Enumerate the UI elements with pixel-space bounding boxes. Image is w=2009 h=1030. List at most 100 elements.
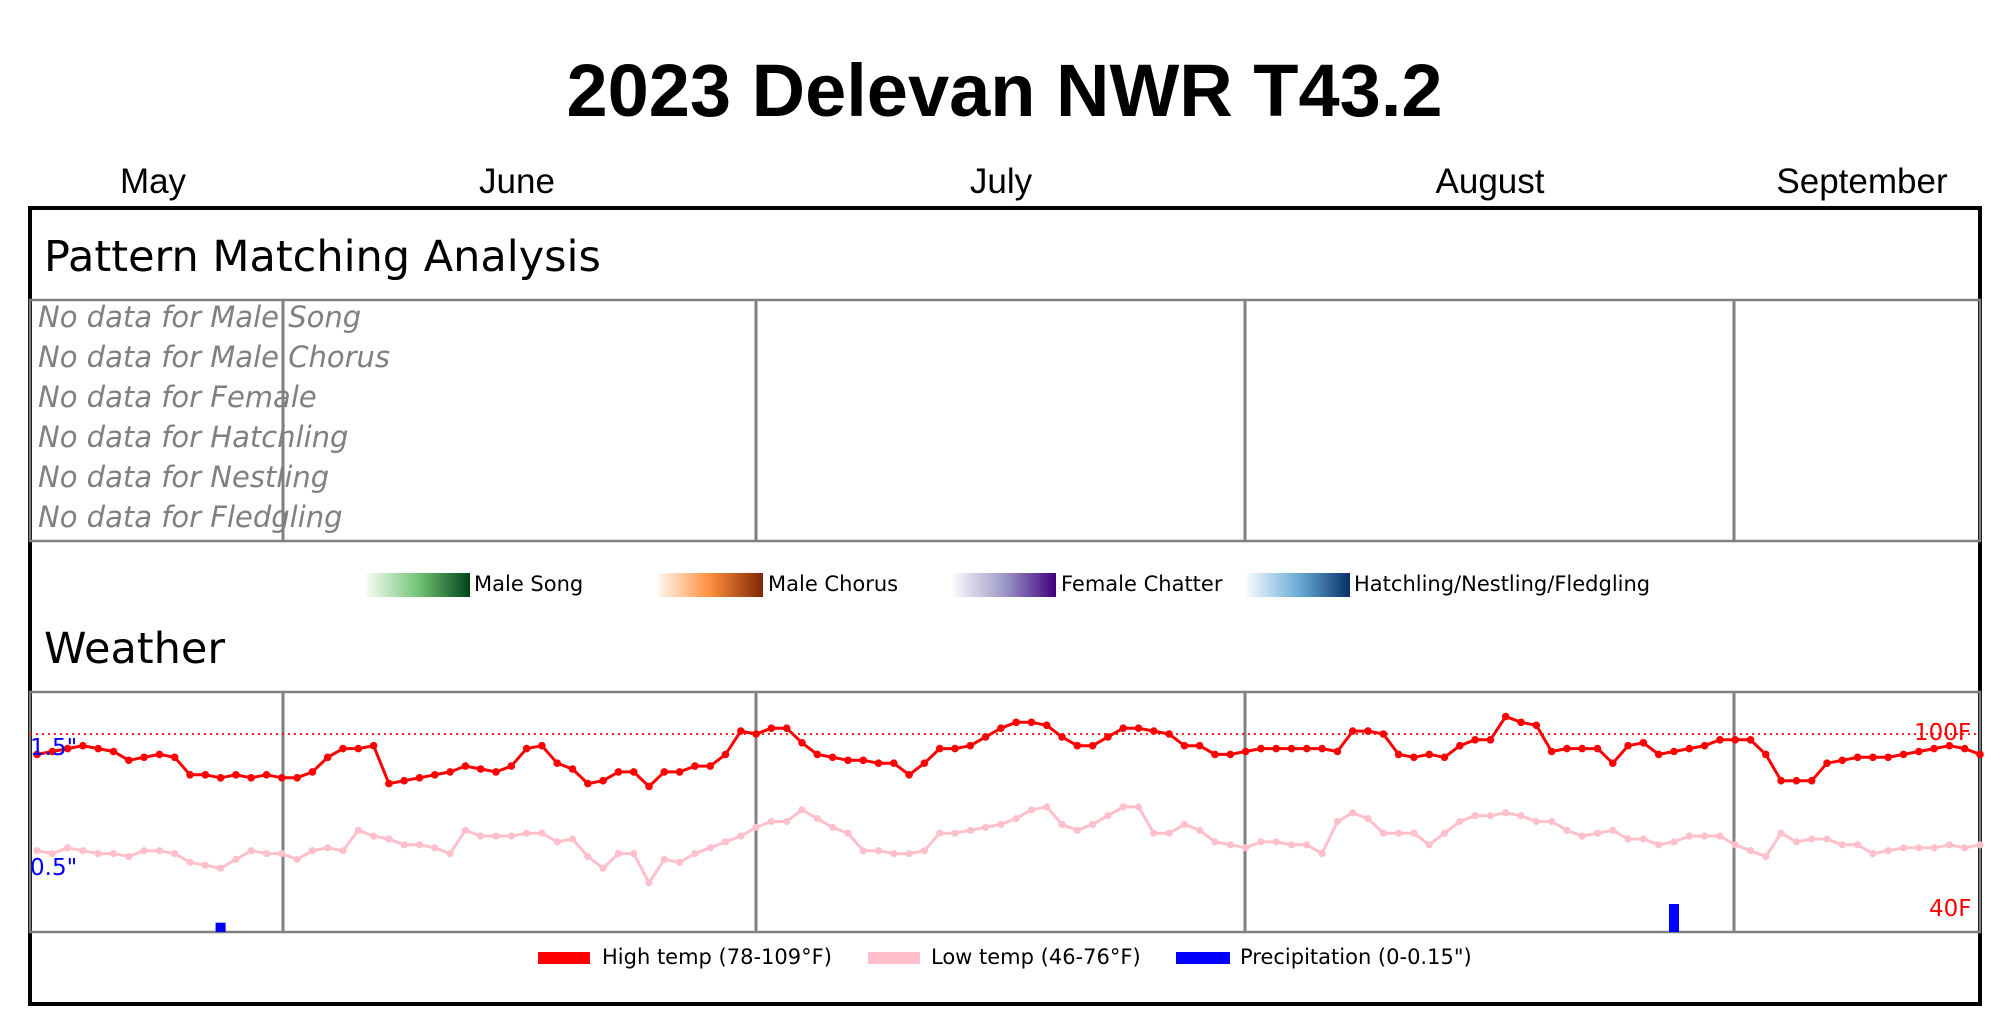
high-temp-point xyxy=(1058,733,1066,741)
low-temp-point xyxy=(920,847,929,855)
no-data-female: No data for Female xyxy=(38,380,317,414)
high-temp-point xyxy=(79,741,87,750)
high-temp-point xyxy=(1578,744,1586,753)
low-temp-point xyxy=(109,850,118,858)
low-temp-point xyxy=(1180,820,1188,829)
high-temp-point xyxy=(1150,727,1158,735)
high-temp-point xyxy=(1287,744,1296,753)
high-temp-point xyxy=(1869,753,1877,762)
high-temp-point xyxy=(1609,759,1617,767)
low-temp-point xyxy=(1043,803,1051,811)
low-temp-point xyxy=(783,817,791,826)
high-temp-point xyxy=(522,744,531,753)
low-temp-point xyxy=(232,855,240,864)
high-temp-point xyxy=(538,741,546,750)
high-temp-point xyxy=(844,756,852,765)
low-temp-point xyxy=(171,850,179,858)
low-temp-point xyxy=(278,850,286,858)
weather-section-title: Weather xyxy=(44,624,226,674)
low-temp-point xyxy=(1685,832,1693,840)
low-temp-point xyxy=(1701,832,1709,840)
high-temp-point xyxy=(1685,744,1694,753)
low-temp-point xyxy=(1838,841,1846,849)
low-temp-point xyxy=(859,847,867,855)
low-temp-point xyxy=(155,847,163,855)
high-temp-point xyxy=(905,771,913,779)
low-temp-point xyxy=(308,847,316,855)
low-temp-point xyxy=(1945,841,1953,849)
low-temp-point xyxy=(431,844,439,852)
low-temp-point xyxy=(1639,835,1647,843)
high-temp-point xyxy=(890,759,898,767)
no-data-nestling: No data for Nestling xyxy=(38,460,330,494)
low-temp-point xyxy=(1333,817,1341,826)
high-temp-point xyxy=(1257,744,1265,753)
low-temp-point xyxy=(1303,841,1311,849)
low-temp-point xyxy=(1257,838,1265,846)
low-temp-point xyxy=(1349,809,1357,817)
high-temp-point xyxy=(109,747,118,756)
high-temp-point xyxy=(1027,718,1036,727)
high-temp-point xyxy=(247,774,255,782)
figure-frame xyxy=(28,206,1982,1006)
low-temp-point xyxy=(125,852,133,861)
low-temp-point xyxy=(1655,841,1663,849)
low-temp-point xyxy=(1318,850,1326,858)
weather-plot xyxy=(33,712,1984,932)
low-temp-point xyxy=(752,823,760,831)
low-temp-point xyxy=(415,841,424,849)
high-temp-point xyxy=(798,739,806,747)
high-temp-point xyxy=(1501,712,1510,721)
high-temp-point xyxy=(1670,747,1678,756)
high-temp-point xyxy=(400,776,409,785)
low-temp-legend-swatch xyxy=(868,952,920,964)
low-temp-point xyxy=(1242,844,1250,852)
low-temp-point xyxy=(1073,826,1081,834)
high-temp-point xyxy=(599,776,607,785)
low-temp-point xyxy=(1165,829,1173,837)
high-temp-point xyxy=(614,768,623,776)
low-temp-point xyxy=(1808,835,1816,843)
low-temp-point xyxy=(1364,815,1372,823)
legend-male-song: Male Song xyxy=(474,572,584,596)
high-temp-point xyxy=(140,753,148,762)
high-temp-point xyxy=(1960,744,1969,753)
low-temp-point xyxy=(1777,829,1785,837)
high-temp-point xyxy=(63,744,72,753)
low-temp-point xyxy=(599,864,607,872)
high-temp-point xyxy=(1303,744,1311,753)
high-temp-point xyxy=(1930,744,1938,753)
high-temp-point xyxy=(966,741,975,750)
high-temp-point xyxy=(675,768,684,776)
high-temp-point xyxy=(155,750,164,759)
low-temp-point xyxy=(1104,812,1112,820)
high-temp-point xyxy=(1134,724,1143,732)
high-temp-point xyxy=(737,727,745,735)
low-temp-point xyxy=(1915,844,1923,852)
high-temp-point xyxy=(354,744,363,753)
high-temp-point xyxy=(476,765,485,773)
low-temp-point xyxy=(217,864,225,872)
high-temp-point xyxy=(94,744,102,753)
low-temp-point xyxy=(1471,812,1479,820)
low-temp-point xyxy=(1563,826,1571,834)
precip-tick-label: 0.5" xyxy=(30,855,78,881)
low-temp-point xyxy=(1456,817,1464,826)
low-temp-point xyxy=(1731,841,1739,849)
low-temp-point xyxy=(262,850,271,858)
high-temp-point xyxy=(859,756,867,765)
high-temp-point xyxy=(1456,741,1464,750)
low-temp-point xyxy=(645,879,653,887)
legend-male-chorus: Male Chorus xyxy=(768,572,899,596)
high-temp-point xyxy=(1624,741,1632,750)
low-temp-point xyxy=(1226,841,1234,849)
high-temp-point xyxy=(1073,741,1082,750)
high-temp-point xyxy=(492,768,500,776)
low-temp-point xyxy=(1532,817,1540,826)
high-temp-point xyxy=(385,779,393,788)
high-temp-point xyxy=(629,768,638,776)
low-temp-point xyxy=(553,838,561,846)
high-temp-point xyxy=(323,753,332,762)
high-temp-point xyxy=(828,753,837,762)
